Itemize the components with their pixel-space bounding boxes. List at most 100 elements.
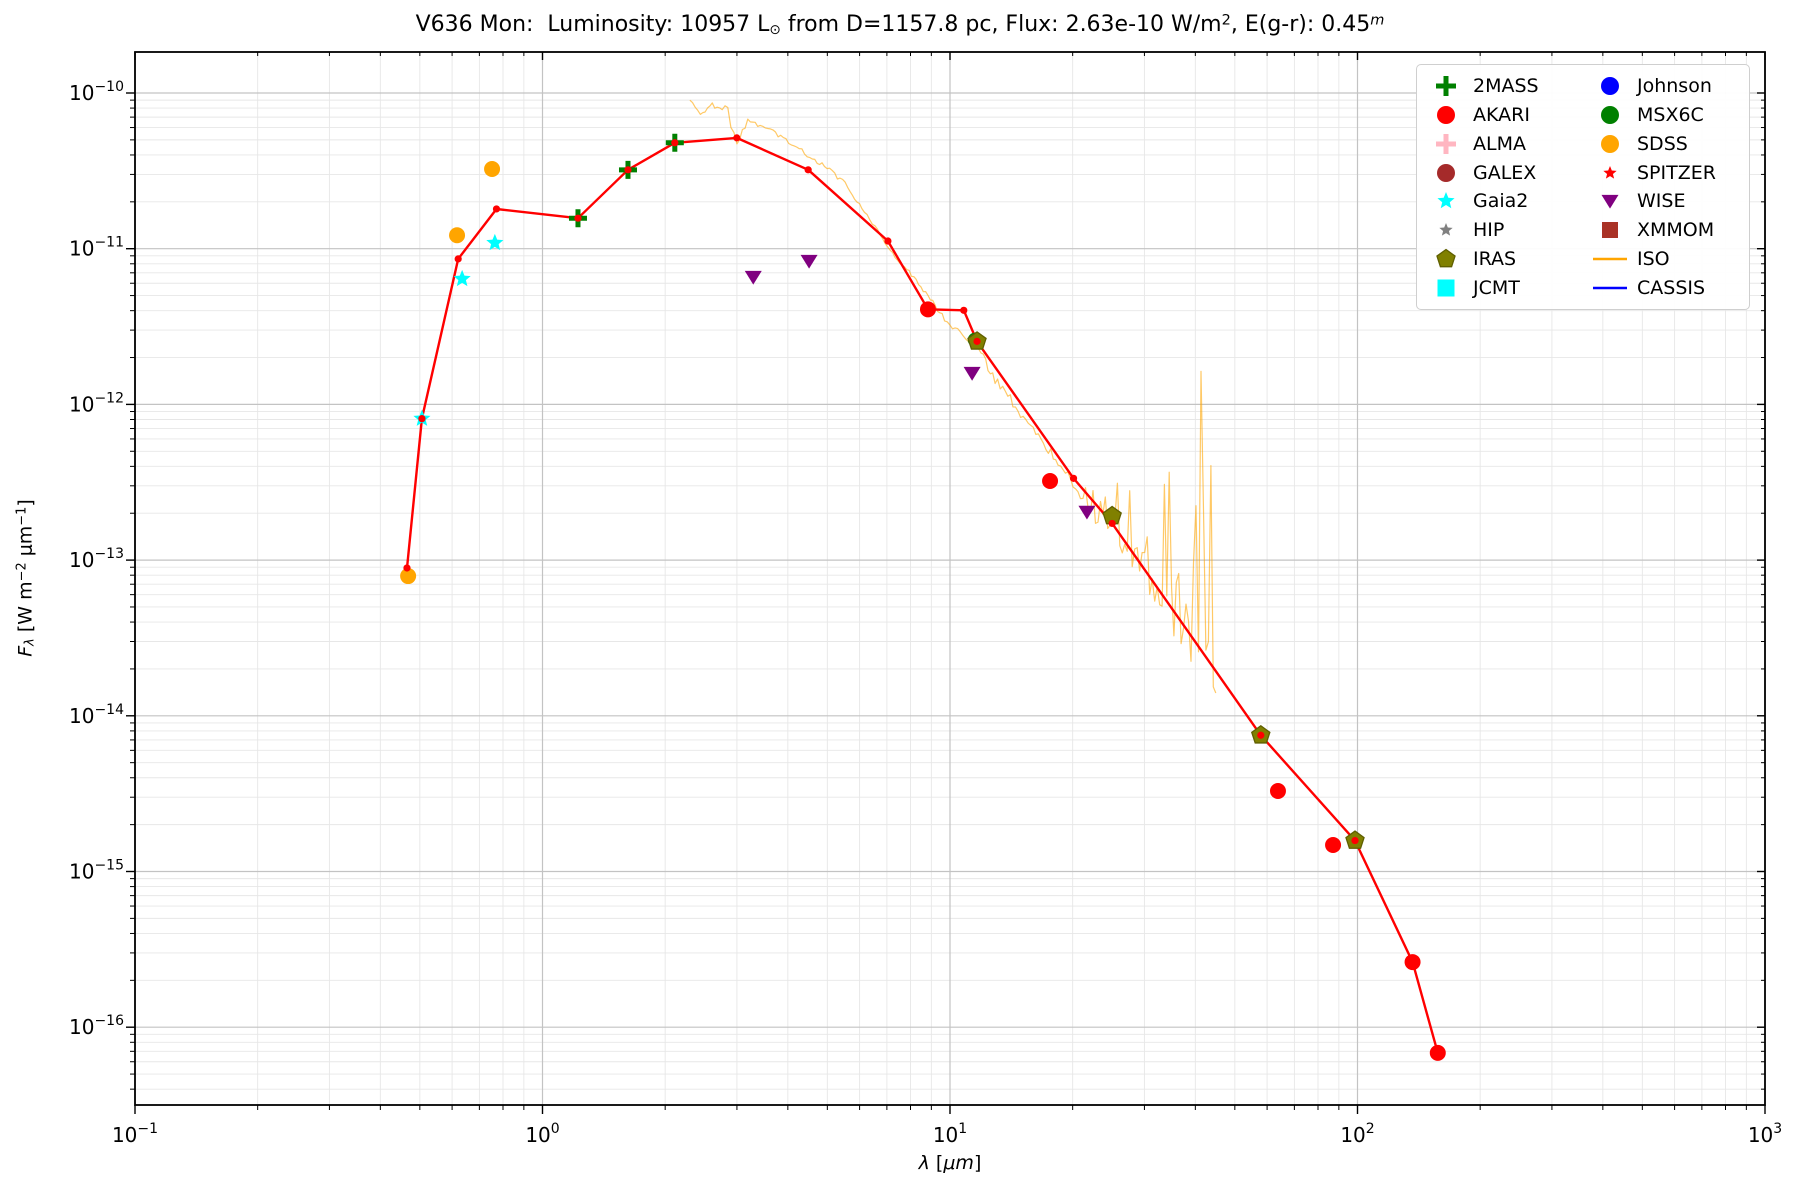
- hip-legend-marker-icon: [1439, 223, 1453, 236]
- legend-item-xmmom: XMMOM: [1583, 216, 1747, 244]
- legend-item-hip: HIP: [1419, 216, 1583, 244]
- legend-label-gaia2: Gaia2: [1473, 190, 1529, 213]
- x-axis-label: λ [μm]: [919, 1152, 982, 1174]
- iras-marker: [1419, 246, 1473, 272]
- x-label-open: [: [929, 1152, 944, 1174]
- iso-marker: [1583, 246, 1637, 272]
- svg-text:10−15: 10−15: [69, 858, 124, 884]
- legend-label-sdss: SDSS: [1637, 132, 1688, 155]
- title-mid-text: from D=1157.8 pc, Flux: 2.63e-10 W/m: [780, 12, 1222, 37]
- title-flux-superscript: 2: [1221, 12, 1231, 29]
- akari-marker: [1419, 102, 1473, 128]
- legend-item-cassis: CASSIS: [1583, 274, 1747, 302]
- jcmt-marker: [1419, 275, 1473, 301]
- legend-item-wise: WISE: [1583, 187, 1747, 215]
- legend-label-alma: ALMA: [1473, 132, 1526, 155]
- svg-text:10−13: 10−13: [69, 546, 124, 572]
- legend-item-iras: IRAS: [1419, 245, 1583, 273]
- johnson-legend-marker-icon: [1601, 77, 1619, 95]
- hip-marker: [1419, 217, 1473, 243]
- alma-legend-marker-icon: [1436, 133, 1456, 154]
- svg-text:100: 100: [525, 1121, 559, 1147]
- svg-text:101: 101: [933, 1121, 967, 1147]
- svg-text:103: 103: [1748, 1121, 1782, 1147]
- x-label-lambda: λ: [918, 1152, 930, 1174]
- legend-item-jcmt: JCMT: [1419, 274, 1583, 302]
- 2mass-marker: [1419, 73, 1473, 99]
- legend-item-sdss: SDSS: [1583, 130, 1747, 158]
- title-text: V636 Mon: Luminosity: 10957 L: [415, 12, 770, 37]
- alma-marker: [1419, 131, 1473, 157]
- series-iras: [967, 331, 1365, 849]
- cassis-marker: [1583, 275, 1637, 301]
- title-tail-text: , E(g-r): 0.45: [1230, 12, 1371, 37]
- legend-item-2mass: 2MASS: [1419, 72, 1583, 100]
- xmmom-legend-marker-icon: [1602, 222, 1618, 239]
- svg-text:10−1: 10−1: [112, 1121, 158, 1147]
- legend-item-msx6c: MSX6C: [1583, 101, 1747, 129]
- legend-left-column: 2MASS AKARI ALMA GALEX Gaia2 HIP IRAS JCMT: [1419, 72, 1583, 302]
- legend-label-xmmom: XMMOM: [1637, 219, 1715, 242]
- legend-label-hip: HIP: [1473, 219, 1505, 242]
- legend-item-galex: GALEX: [1419, 159, 1583, 187]
- legend-item-akari: AKARI: [1419, 101, 1583, 129]
- akari-legend-marker-icon: [1437, 105, 1455, 124]
- cassis-legend-marker-icon: [1593, 286, 1627, 290]
- tick-labels: 10−1 100 101 102 103 10−10 10−11 10−12 10−13 10−1…: [69, 79, 1782, 1147]
- model-sed-line: [405, 136, 1439, 1054]
- legend-label-akari: AKARI: [1473, 103, 1530, 126]
- y-label-sup1: −2: [14, 562, 30, 582]
- title-sun-subscript: ⊙: [769, 21, 781, 38]
- y-label-sup2: −1: [14, 506, 30, 526]
- msx6c-legend-marker-icon: [1601, 105, 1619, 124]
- legend-label-spitzer: SPITZER: [1637, 161, 1716, 184]
- galex-legend-marker-icon: [1437, 163, 1455, 182]
- sdss-legend-marker-icon: [1601, 134, 1619, 153]
- legend-item-spitzer: SPITZER: [1583, 159, 1747, 187]
- x-label-mu: μm: [943, 1152, 974, 1174]
- model-vertex-dots: [403, 134, 1442, 1057]
- legend-label-msx6c: MSX6C: [1637, 103, 1704, 126]
- legend-label-cassis: CASSIS: [1637, 276, 1706, 299]
- legend-item-gaia2: Gaia2: [1419, 187, 1583, 215]
- xmmom-marker: [1583, 217, 1637, 243]
- svg-text:10−16: 10−16: [69, 1013, 124, 1039]
- iras-legend-marker-icon: [1436, 248, 1456, 268]
- svg-text:10−14: 10−14: [69, 702, 124, 728]
- gaia2-legend-marker-icon: [1437, 192, 1455, 209]
- legend-item-alma: ALMA: [1419, 130, 1583, 158]
- legend-right-column: Johnson MSX6C SDSS SPITZER WISE XMMOM ISO CASSI…: [1583, 72, 1747, 302]
- series-akari: [919, 301, 1446, 1061]
- chart-title: V636 Mon: Luminosity: 10957 L⊙ from D=11…: [0, 12, 1800, 38]
- galex-marker: [1419, 160, 1473, 186]
- svg-text:10−10: 10−10: [69, 79, 124, 105]
- svg-text:10−12: 10−12: [69, 390, 124, 416]
- legend-item-iso: ISO: [1583, 245, 1747, 273]
- sdss-marker: [1583, 131, 1637, 157]
- 2mass-legend-marker-icon: [1436, 76, 1456, 96]
- legend-label-johnson: Johnson: [1637, 75, 1712, 97]
- wise-marker: [1583, 188, 1637, 214]
- series-sdss: [400, 160, 501, 585]
- iso-legend-marker-icon: [1593, 257, 1627, 261]
- y-label-unit1: [W m: [14, 581, 37, 639]
- spitzer-marker: [1583, 160, 1637, 186]
- jcmt-legend-marker-icon: [1437, 279, 1455, 297]
- y-label-close: ]: [14, 499, 37, 507]
- y-label-f: F: [14, 645, 37, 657]
- y-label-unit2: μm: [14, 525, 37, 563]
- wise-legend-marker-icon: [1601, 195, 1619, 210]
- spitzer-legend-marker-icon: [1603, 165, 1617, 179]
- legend-label-2mass: 2MASS: [1473, 75, 1539, 97]
- gaia2-marker: [1419, 188, 1473, 214]
- y-label-lambda-sub: λ: [22, 638, 38, 646]
- iso-spectrum-line: [689, 99, 1217, 694]
- legend-label-wise: WISE: [1637, 190, 1686, 213]
- axes-spines-ticks: [126, 51, 1766, 1114]
- y-axis-label: Fλ [W m−2 μm−1]: [14, 499, 37, 657]
- johnson-marker: [1583, 73, 1637, 99]
- legend-label-iso: ISO: [1637, 248, 1670, 271]
- title-mag-superscript: m: [1370, 12, 1385, 29]
- legend-label-jcmt: JCMT: [1473, 276, 1520, 299]
- legend-label-iras: IRAS: [1473, 248, 1517, 271]
